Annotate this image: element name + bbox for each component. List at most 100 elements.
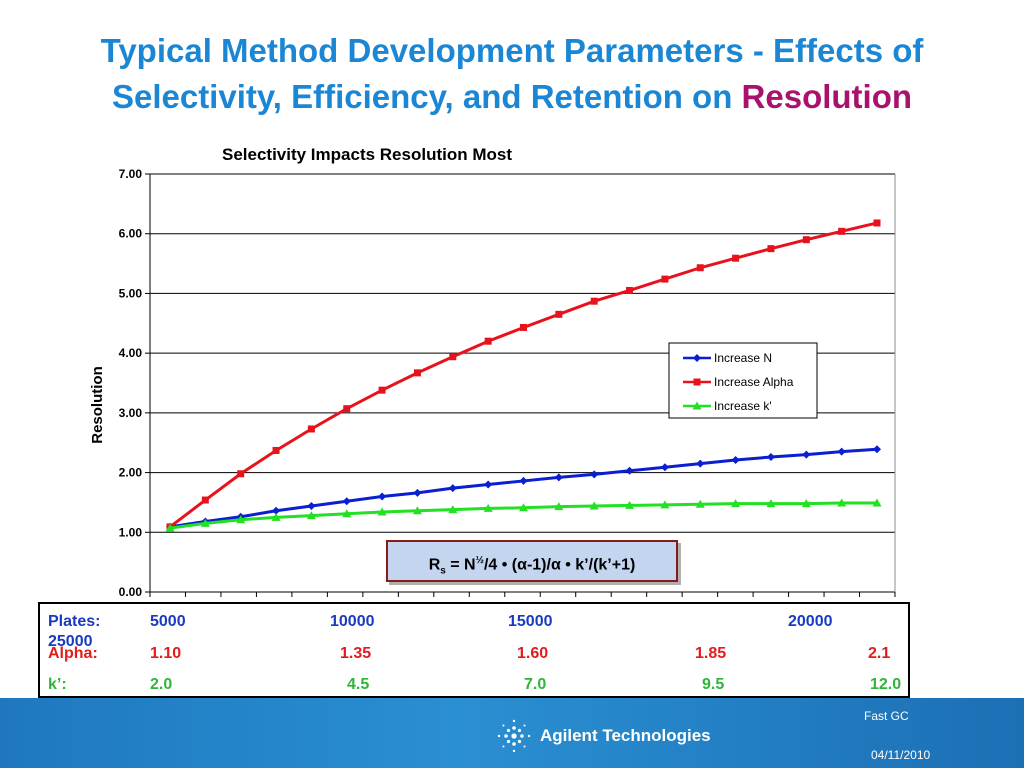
data-point <box>626 286 634 294</box>
data-point <box>838 227 846 235</box>
y-tick-label: 0.00 <box>119 585 143 599</box>
alpha-label: Alpha: <box>48 645 98 662</box>
plates-value: 5000 <box>150 613 186 630</box>
data-point <box>342 509 352 518</box>
data-point <box>484 480 493 489</box>
formula-rs-sub: s <box>440 565 446 577</box>
data-point <box>661 275 669 283</box>
data-point <box>625 500 635 509</box>
data-point <box>272 506 281 515</box>
y-tick-label: 5.00 <box>119 286 143 300</box>
footer-bar <box>0 698 1024 768</box>
data-point <box>555 310 563 318</box>
data-point <box>165 523 175 532</box>
data-point <box>237 470 245 478</box>
data-point <box>873 219 881 227</box>
data-point <box>801 499 811 508</box>
resolution-formula: Rs = N½/4 • (α-1)/α • k’/(k’+1) <box>386 540 678 582</box>
data-point <box>731 456 740 465</box>
y-tick-label: 4.00 <box>119 346 143 360</box>
data-point <box>378 386 386 394</box>
y-tick-labels: 0.00 1.00 2.00 3.00 4.00 5.00 6.00 7.00 <box>119 167 143 599</box>
data-point <box>307 502 316 511</box>
y-tick-label: 6.00 <box>119 227 143 241</box>
data-point <box>272 446 280 454</box>
legend-swatch-marker <box>693 354 701 362</box>
chart-title: Selectivity Impacts Resolution Most <box>222 145 512 164</box>
data-point <box>484 337 492 345</box>
formula-rs: R <box>428 556 441 574</box>
data-point <box>625 466 634 475</box>
formula-eq: = N <box>445 556 476 574</box>
k-value: 12.0 <box>870 676 902 693</box>
data-point <box>200 518 210 527</box>
alpha-value: 1.10 <box>150 645 182 662</box>
data-point <box>377 507 387 516</box>
data-point <box>767 245 775 253</box>
data-point <box>271 512 281 521</box>
k-value: 2.0 <box>150 676 173 693</box>
formula-rest: /4 • (α-1)/α • k’/(k’+1) <box>483 556 636 574</box>
data-point <box>731 499 741 508</box>
footer-date: 04/11/2010 <box>871 748 931 762</box>
legend-entry-label: Increase N <box>714 351 772 365</box>
data-point <box>695 499 705 508</box>
data-point <box>589 501 599 510</box>
footer-topic: Fast GC <box>864 709 909 723</box>
data-point <box>519 476 528 485</box>
slide-title: Typical Method Development Parameters - … <box>0 28 1024 120</box>
data-point <box>837 498 847 507</box>
chart-legend: Increase N Increase Alpha Increase k' <box>668 342 818 419</box>
k-label: k’: <box>48 676 67 693</box>
alpha-value: 1.60 <box>517 645 549 662</box>
data-point <box>378 492 387 501</box>
alpha-value: 1.35 <box>340 645 372 662</box>
data-point <box>766 499 776 508</box>
data-point <box>519 503 528 512</box>
x-tick-marks <box>149 592 896 597</box>
data-point <box>483 503 493 512</box>
data-point <box>660 500 670 509</box>
series-increase-k <box>165 498 882 532</box>
legend-entry-label: Increase Alpha <box>714 375 794 389</box>
data-point <box>448 505 458 514</box>
data-point <box>448 484 457 493</box>
data-point <box>732 254 740 262</box>
data-point <box>554 473 563 482</box>
agilent-spark-icon <box>497 719 531 753</box>
data-point <box>802 450 811 459</box>
series-layer <box>165 219 882 532</box>
data-point <box>342 497 351 506</box>
plates-value: 10000 <box>330 613 375 630</box>
y-tick-label: 1.00 <box>119 525 143 539</box>
data-point <box>412 506 422 515</box>
y-tick-label: 3.00 <box>119 406 143 420</box>
plates-label: Plates: <box>48 613 101 630</box>
data-point <box>837 447 846 456</box>
formula-half: ½ <box>475 555 484 566</box>
k-value: 4.5 <box>347 676 370 693</box>
data-point <box>660 463 669 472</box>
data-point <box>413 369 421 377</box>
data-point <box>802 236 810 244</box>
data-point <box>307 425 315 433</box>
data-point <box>554 502 564 511</box>
data-point <box>449 353 457 361</box>
plates-value: 15000 <box>508 613 553 630</box>
resolution-chart: Selectivity Impacts Resolution Most Reso… <box>89 145 896 599</box>
series-increase-alpha <box>166 219 881 531</box>
gridlines <box>145 173 896 593</box>
y-tick-label: 2.00 <box>119 466 143 480</box>
data-point <box>201 496 209 504</box>
legend-swatch-marker <box>693 378 701 386</box>
data-point <box>872 498 882 507</box>
legend-swatch-marker <box>692 401 702 410</box>
alpha-value: 2.1 <box>868 645 891 662</box>
data-point <box>696 459 705 468</box>
company-name: Agilent Technologies <box>540 726 711 745</box>
data-point <box>696 264 704 272</box>
alpha-value: 1.85 <box>695 645 727 662</box>
data-point <box>873 445 881 454</box>
title-line-2-text: Selectivity, Efficiency, and Retention o… <box>111 78 742 115</box>
data-point <box>343 405 351 413</box>
